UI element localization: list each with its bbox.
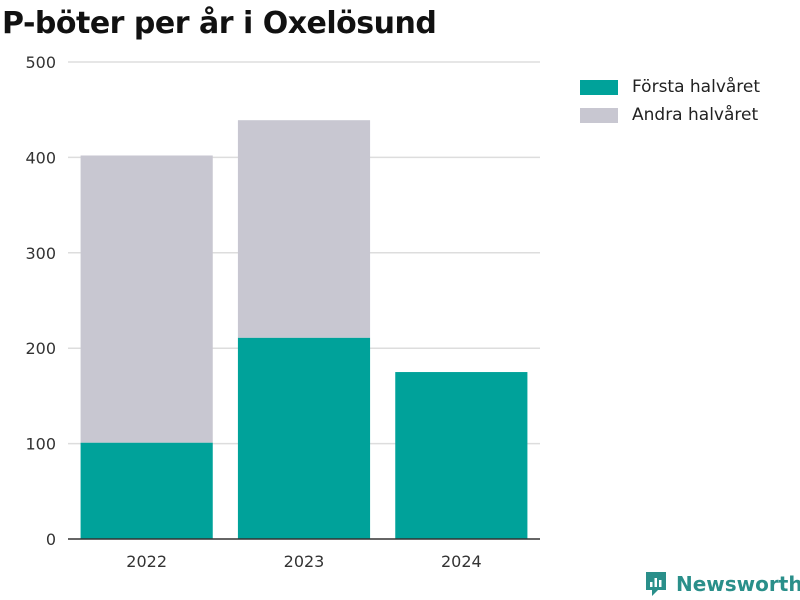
legend-label-first-half: Första halvåret [632, 77, 761, 97]
bar-2023-series-0 [237, 337, 371, 539]
x-tick-labels: 2022 2023 2024 [126, 552, 481, 571]
x-tick-label-2022: 2022 [126, 552, 167, 571]
bar-2023-series-1 [237, 120, 371, 338]
bar-2022-series-0 [80, 442, 213, 539]
legend-item-second-half: Andra halvåret [580, 102, 760, 128]
bar-2024-series-0 [395, 372, 528, 539]
brand-logo: Newsworthy [644, 570, 800, 598]
chart-title: P-böter per år i Oxelösund [2, 6, 437, 41]
bar-2022-series-1 [80, 155, 213, 443]
legend-swatch-second-half [580, 107, 618, 123]
legend-swatch-first-half [580, 79, 618, 95]
y-tick-label-500: 500 [25, 53, 56, 72]
y-tick-label-100: 100 [25, 435, 56, 454]
y-tick-labels: 0 100 200 300 400 500 [25, 53, 56, 549]
legend-label-second-half: Andra halvåret [632, 105, 759, 125]
brand-name: Newsworthy [676, 572, 800, 596]
legend: Första halvåret Andra halvåret [580, 74, 760, 130]
y-tick-label-400: 400 [25, 148, 56, 167]
y-tick-label-300: 300 [25, 244, 56, 263]
bars [80, 120, 528, 539]
legend-item-first-half: Första halvåret [580, 74, 760, 100]
y-tick-label-200: 200 [25, 339, 56, 358]
x-tick-label-2024: 2024 [441, 552, 482, 571]
newsworthy-logo-icon [646, 572, 666, 596]
x-tick-label-2023: 2023 [284, 552, 325, 571]
y-tick-label-0: 0 [46, 530, 56, 549]
